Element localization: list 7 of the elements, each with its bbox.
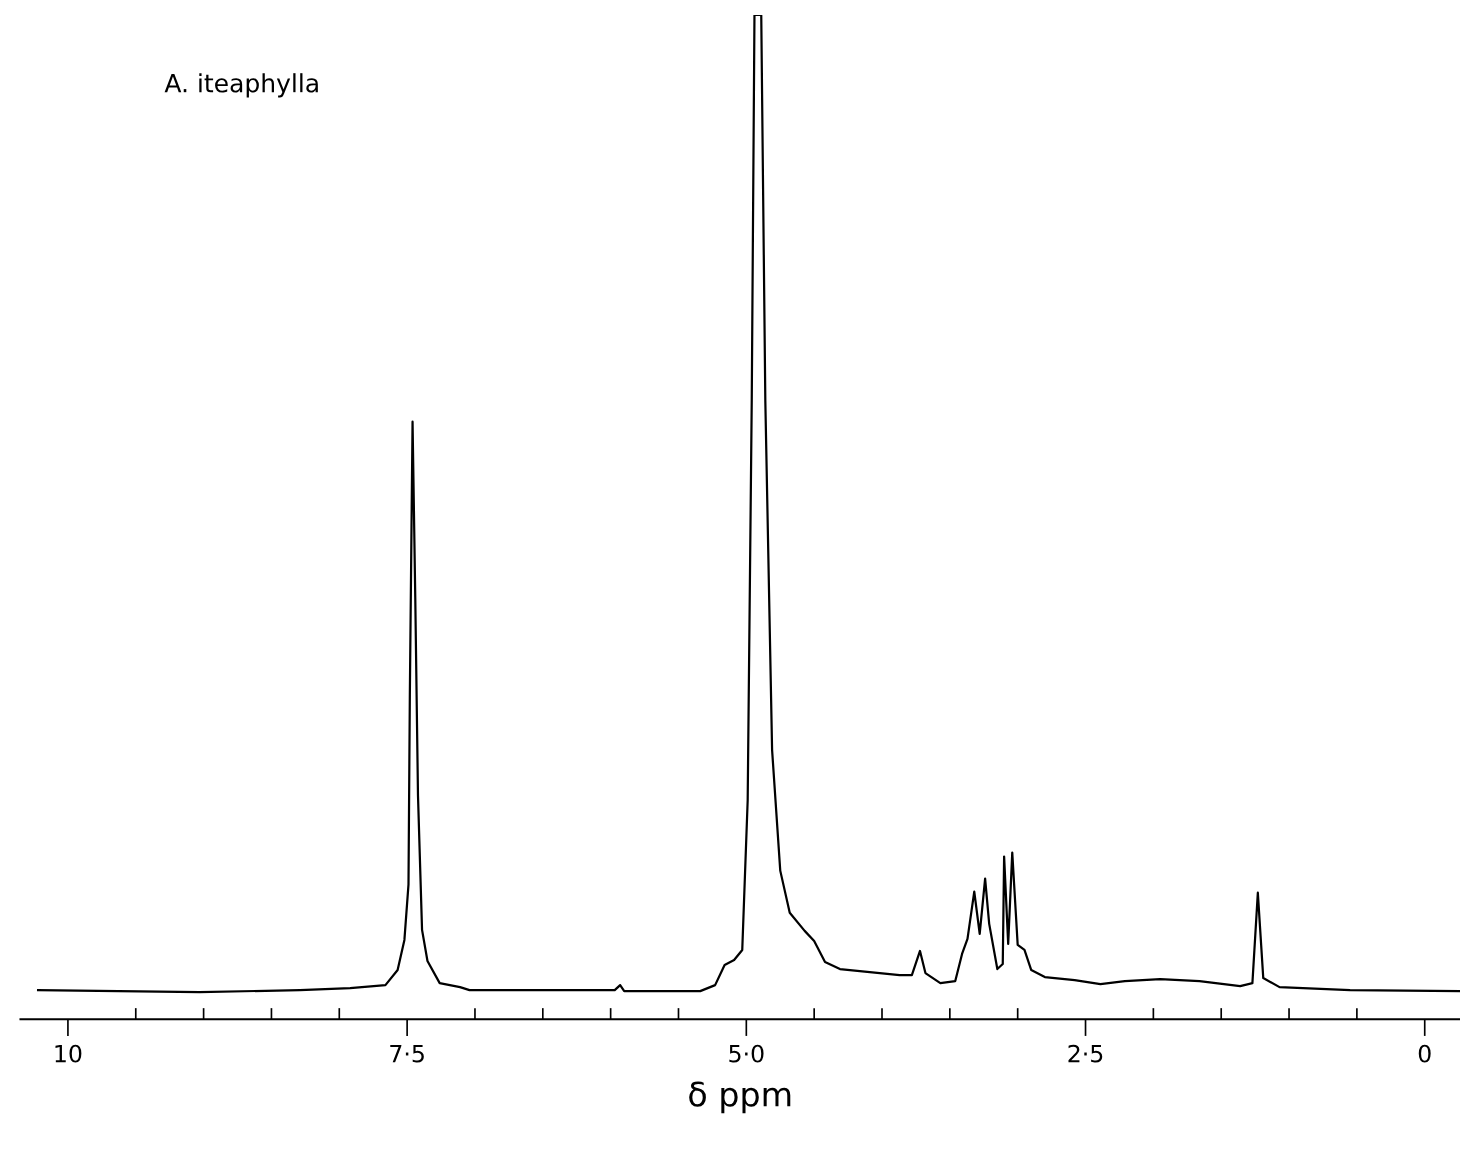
x-axis-title: δ ppm [689, 1081, 791, 1114]
text: A. iteaphylla [164, 73, 318, 98]
x-tick-label: 0 [1418, 1044, 1431, 1063]
x-tick-label: 7·5 [390, 1044, 424, 1063]
x-tick-label: 2·5 [1068, 1044, 1103, 1063]
x-tick-label: 5·0 [729, 1044, 764, 1063]
x-tick-label: 10 [55, 1044, 82, 1063]
